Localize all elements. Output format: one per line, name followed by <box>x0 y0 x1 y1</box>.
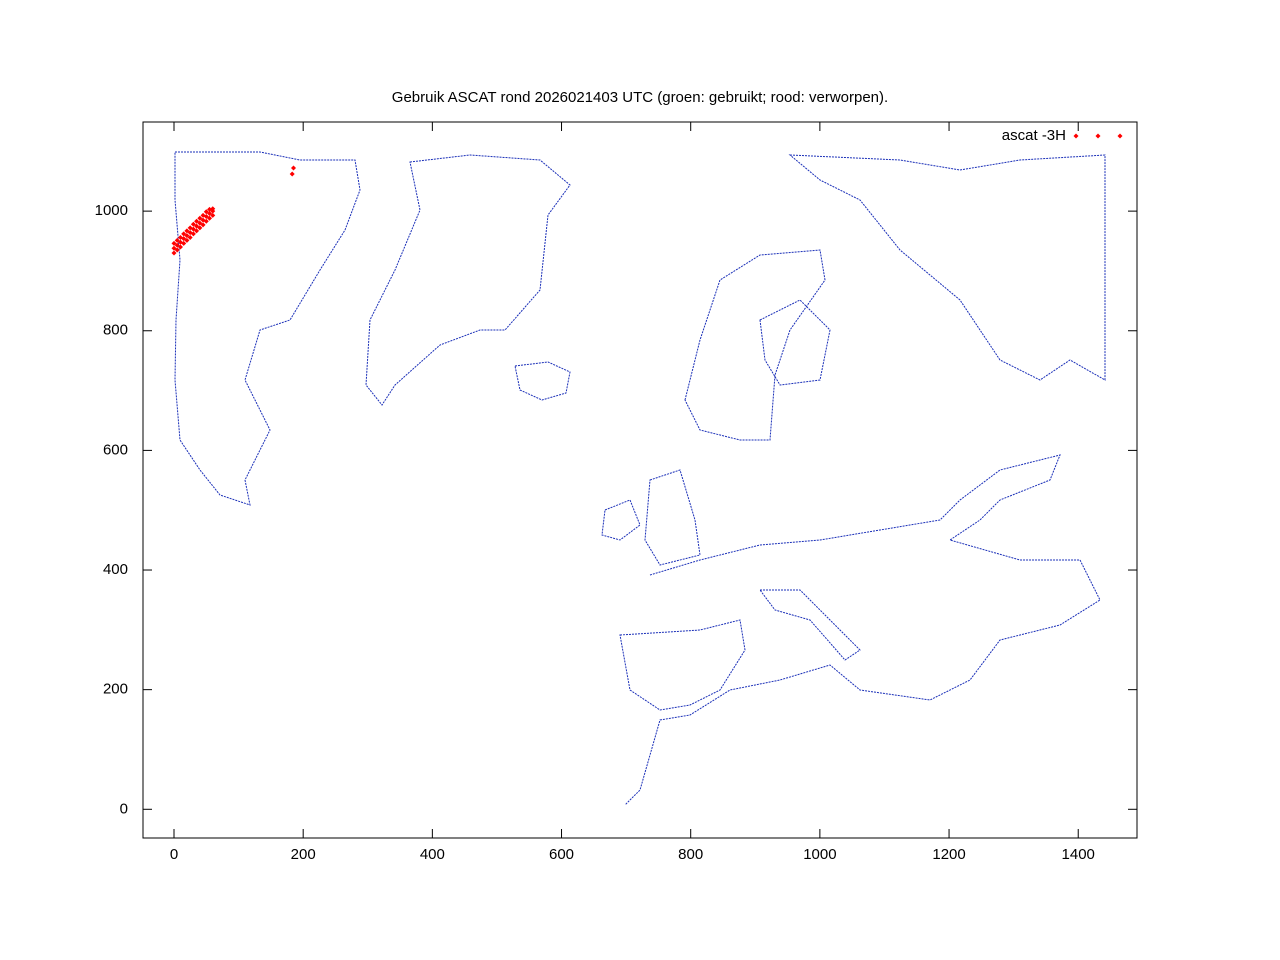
x-tick-label: 0 <box>170 846 178 863</box>
x-tick-label: 400 <box>420 846 445 863</box>
point <box>181 240 187 246</box>
y-tick-label: 0 <box>120 800 128 817</box>
point <box>203 214 209 220</box>
point <box>197 215 203 221</box>
point <box>197 220 203 226</box>
point <box>197 225 203 231</box>
point <box>290 165 296 171</box>
x-tick-label: 200 <box>291 846 316 863</box>
point <box>187 234 193 240</box>
x-tick-label: 600 <box>549 846 574 863</box>
x-tick-label: 1200 <box>932 846 965 863</box>
legend-marker <box>1095 133 1101 139</box>
x-tick-label: 800 <box>678 846 703 863</box>
y-tick-label: 1000 <box>95 202 128 219</box>
point <box>171 240 177 246</box>
point <box>190 231 196 237</box>
y-tick-label: 800 <box>103 322 128 339</box>
point <box>184 228 190 234</box>
plot-frame <box>142 121 1138 839</box>
point <box>203 218 209 224</box>
point <box>207 211 213 217</box>
point <box>194 223 200 229</box>
point <box>194 228 200 234</box>
point <box>203 209 209 215</box>
y-tick-label: 600 <box>103 441 128 458</box>
point <box>207 206 213 212</box>
point <box>194 218 200 224</box>
point <box>190 226 196 232</box>
point <box>184 233 190 239</box>
point <box>174 247 180 253</box>
point <box>181 236 187 242</box>
point <box>174 242 180 248</box>
point <box>174 237 180 243</box>
point <box>210 212 216 218</box>
point <box>171 250 177 256</box>
legend-label: ascat -3H <box>1002 127 1066 144</box>
point <box>210 206 216 212</box>
chart-title: Gebruik ASCAT rond 2026021403 UTC (groen… <box>392 89 888 106</box>
x-tick-label: 1400 <box>1062 846 1095 863</box>
point <box>207 215 213 221</box>
point <box>200 222 206 228</box>
coastlines <box>174 151 1106 806</box>
point <box>289 171 295 177</box>
point <box>171 245 177 251</box>
legend-marker <box>1073 133 1079 139</box>
point <box>184 237 190 243</box>
y-tick-label: 200 <box>103 681 128 698</box>
legend-marker <box>1117 133 1123 139</box>
y-tick-label: 400 <box>103 561 128 578</box>
x-tick-label: 1000 <box>803 846 836 863</box>
point <box>190 221 196 227</box>
point <box>177 244 183 250</box>
point <box>181 231 187 237</box>
